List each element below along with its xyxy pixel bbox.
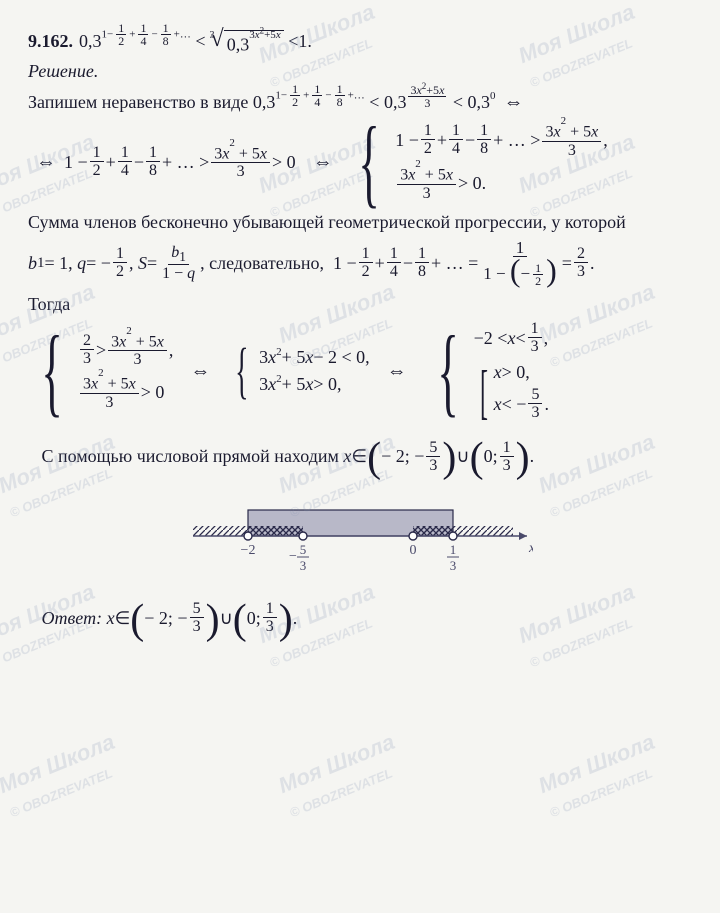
solution-label: Решение. [28,61,698,82]
system-1: { 1 − 12 + 14 − 18 + … > 3x2 + 5x3, 3x2 … [345,122,608,202]
one: 1. [298,31,312,52]
svg-text:3: 3 [450,558,457,573]
answer-line: Ответ: x ∈ (− 2; −53) ∪ (0; 13). [28,601,698,636]
triple-system: { 23 > 3x2 + 5x3, 3x2 + 5x3 > 0 ⇔ { 3x2 … [28,321,698,421]
gp-params: b1 = 1, q = −12, S = b11 − q , следовате… [28,239,698,288]
exp-series-1: 1−12+14−18+… [102,22,191,48]
cube-root: 3√ 0,33x2+5x [206,28,284,55]
then-label: Тогда [28,294,698,315]
number-line-diagram: x−2−53013 [193,488,533,593]
equiv-line-1: ⇔ 1 − 12 + 14 − 18 + … > 3x2 + 5x3 > 0 ⇔… [28,122,698,202]
iff-1: ⇔ [504,91,524,114]
svg-text:−: − [289,549,297,564]
base-1: 0,3 [79,31,102,52]
svg-text:5: 5 [300,542,307,557]
problem-statement: 9.162. 0,3 1−12+14−18+… < 3√ 0,33x2+5x <… [28,28,698,55]
number-line-text: С помощью числовой прямой находим x ∈ (−… [28,440,698,475]
svg-text:1: 1 [450,542,457,557]
svg-text:x: x [528,541,533,556]
svg-text:0: 0 [410,543,417,558]
rewrite-text: Запишем неравенство в виде [28,92,248,113]
lt-1: < [195,31,205,52]
svg-text:3: 3 [300,558,307,573]
problem-number: 9.162. [28,31,73,52]
lt-2: < [288,31,298,52]
svg-text:−2: −2 [241,543,256,558]
